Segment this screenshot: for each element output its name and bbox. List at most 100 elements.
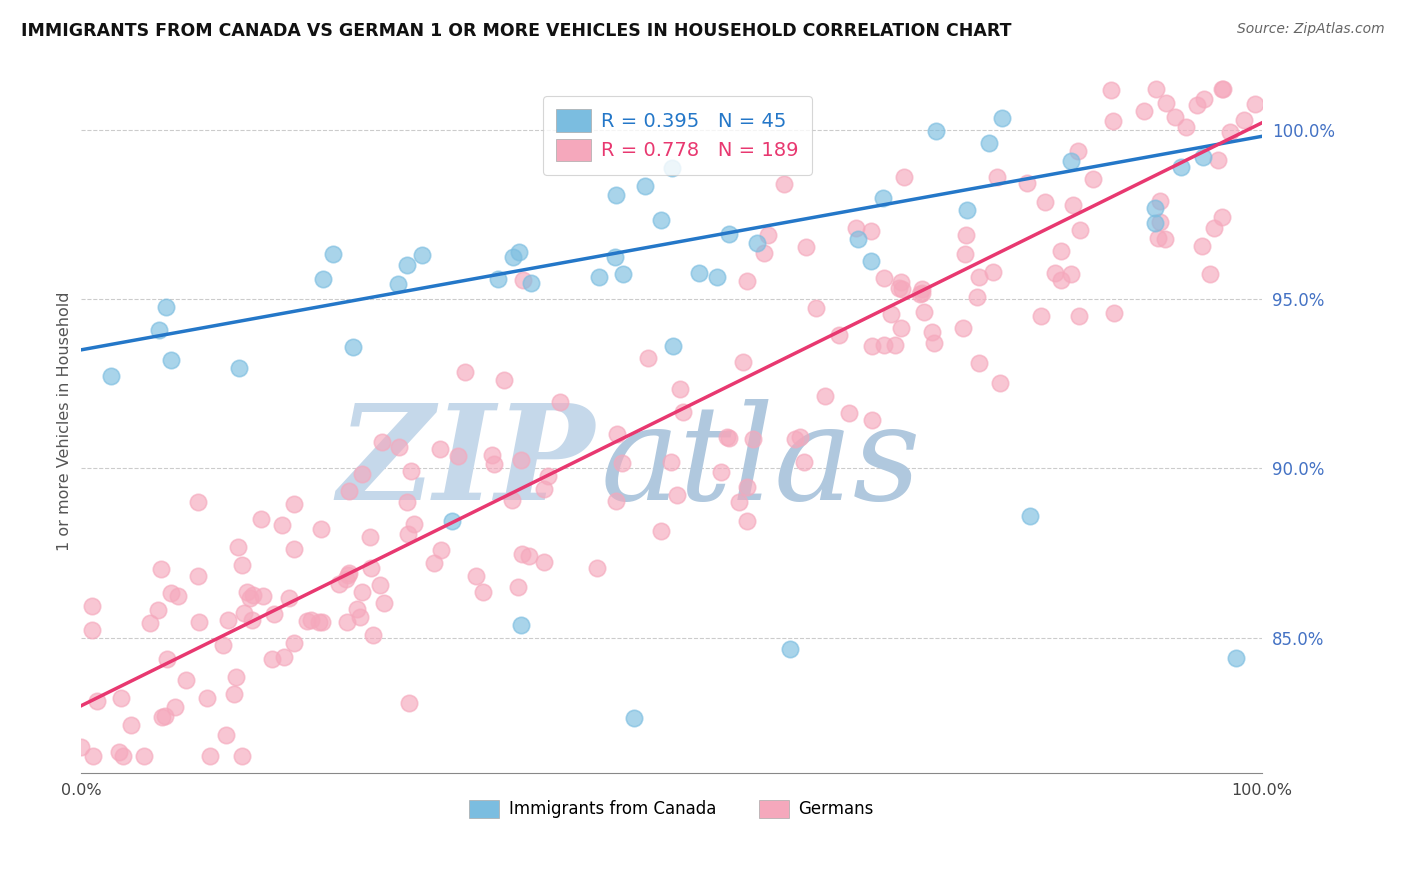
Point [1069,222,1091,236]
Point [132,749,155,764]
Point [717,430,740,444]
Point [1198,267,1220,281]
Point [716,430,738,444]
Point [299,613,322,627]
Point [155,300,177,314]
Text: IMMIGRANTS FROM CANADA VS GERMAN 1 OR MORE VEHICLES IN HOUSEHOLD CORRELATION CHA: IMMIGRANTS FROM CANADA VS GERMAN 1 OR MO… [21,22,1011,40]
Point [228,361,250,376]
Point [747,235,769,250]
Point [606,426,628,441]
Point [1099,83,1122,97]
Point [804,301,827,315]
Point [845,221,868,235]
Point [187,569,209,583]
Point [350,584,373,599]
Point [752,246,775,260]
Point [1163,110,1185,124]
Point [873,271,896,285]
Point [1083,171,1105,186]
Point [1060,267,1083,281]
Point [242,588,264,602]
Point [308,615,330,629]
Point [402,517,425,532]
Point [1192,150,1215,164]
Point [481,448,503,462]
Point [510,617,533,632]
Point [429,442,451,457]
Point [921,326,943,340]
Point [666,488,689,502]
Point [283,636,305,650]
Text: ZIP: ZIP [337,399,595,528]
Point [350,467,373,481]
Y-axis label: 1 or more Vehicles in Household: 1 or more Vehicles in Household [58,291,72,550]
Point [273,650,295,665]
Point [312,271,335,285]
Point [756,227,779,242]
Point [986,169,1008,184]
Point [335,572,357,586]
Point [908,287,931,301]
Point [1185,98,1208,112]
Point [793,455,815,469]
Point [453,365,475,379]
Point [231,558,253,573]
Point [283,497,305,511]
Point [1211,82,1233,96]
Point [517,549,540,564]
Point [508,580,530,594]
Point [1102,114,1125,128]
Point [165,700,187,714]
Point [969,356,991,370]
Point [991,111,1014,125]
Point [359,530,381,544]
Point [1133,103,1156,118]
Point [773,177,796,191]
Point [501,492,523,507]
Point [1059,153,1081,168]
Point [368,578,391,592]
Point [1149,215,1171,229]
Point [328,577,350,591]
Point [148,323,170,337]
Point [486,272,509,286]
Point [1029,309,1052,323]
Point [1067,310,1090,324]
Point [1017,176,1039,190]
Point [612,267,634,281]
Point [1219,125,1241,139]
Point [342,340,364,354]
Point [956,203,979,218]
Point [236,585,259,599]
Point [1175,120,1198,135]
Point [735,514,758,528]
Point [1019,509,1042,524]
Point [148,603,170,617]
Point [967,269,990,284]
Point [150,710,173,724]
Point [159,585,181,599]
Point [1233,112,1256,127]
Point [422,556,444,570]
Point [662,339,685,353]
Point [155,708,177,723]
Point [225,670,247,684]
Point [710,465,733,479]
Point [1154,232,1177,246]
Point [494,373,516,387]
Point [211,639,233,653]
Point [533,555,555,569]
Point [548,395,571,409]
Point [890,276,912,290]
Point [955,228,977,243]
Point [1191,239,1213,253]
Point [139,615,162,630]
Legend: Immigrants from Canada, Germans: Immigrants from Canada, Germans [463,793,880,825]
Point [263,607,285,621]
Point [1143,202,1166,216]
Point [1149,194,1171,208]
Point [360,561,382,575]
Point [1049,273,1071,287]
Point [623,711,645,725]
Point [222,687,245,701]
